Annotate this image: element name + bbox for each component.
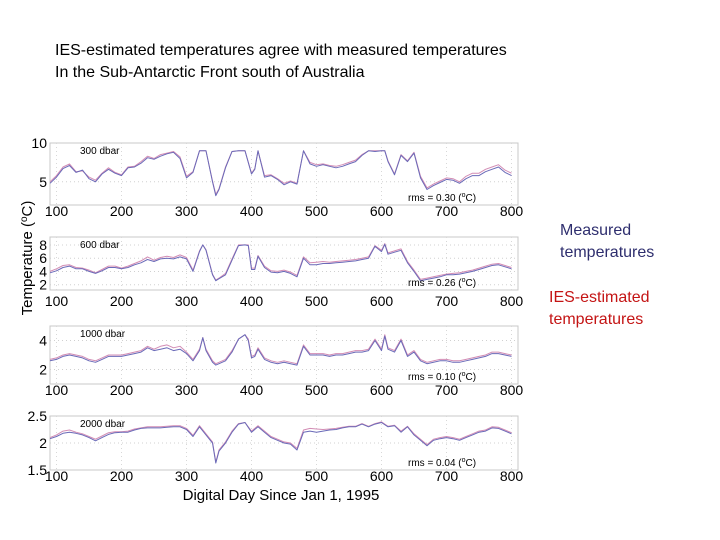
slide-title: IES-estimated temperatures agree with me… [55,40,507,84]
legend-measured-line1: Measured [560,222,632,239]
x-tick-label: 300 [175,382,199,398]
rms-annotation: rms = 0.30 (oC) [408,192,476,204]
plot-frame [49,142,519,206]
panel-depth-label: 2000 dbar [80,419,126,430]
y-tick-label: 2 [39,362,47,378]
panel-depth-label: 300 dbar [80,146,120,157]
y-tick-label: 4 [39,333,47,349]
x-tick-label: 400 [240,203,264,219]
x-tick-label: 100 [45,382,69,398]
panel-2000-dbar: 100 200 300 400 500 600 700 800 1.5 2 2.5 2000 dbar… [28,408,524,484]
y-tick-label: 2 [39,277,47,293]
measured-line [49,422,512,464]
y-tick-label: 8 [39,237,47,253]
x-tick-label: 100 [45,468,69,484]
panel-depth-label: 600 dbar [80,240,120,251]
x-tick-label: 500 [305,203,329,219]
x-tick-label: 400 [240,468,264,484]
x-tick-label: 600 [370,382,394,398]
panel-depth-label: 1000 dbar [80,329,126,340]
x-tick-label: 100 [45,293,69,309]
x-tick-label: 700 [435,468,459,484]
title-line-1: IES-estimated temperatures agree with me… [55,42,507,59]
x-tick-label: 700 [435,293,459,309]
y-tick-label: 6 [39,250,47,266]
x-tick-label: 700 [435,382,459,398]
legend-measured-line2: temperatures [560,244,655,261]
y-tick-label: 2.5 [28,408,48,424]
x-tick-label: 600 [370,293,394,309]
panel-300-dbar: 100 200 300 400 500 600 700 800 5 10 300 dbar rms =… [31,135,523,219]
x-tick-label: 100 [45,203,69,219]
x-tick-label: 300 [175,293,199,309]
panel-1000-dbar: 100 200 300 400 500 600 700 800 2 4 1000 dbar rms =… [39,325,524,398]
y-axis-label: Temperature (oC) [19,201,36,316]
legend-measured: Measured temperatures [560,220,654,264]
y-tick-label: 5 [39,174,47,190]
x-tick-label: 600 [370,468,394,484]
legend-ies-estimated: IES-estimated temperatures [549,287,649,331]
y-tick-label: 10 [31,135,47,151]
rms-annotation: rms = 0.04 (oC) [408,457,476,469]
title-line-2: In the Sub-Antarctic Front south of Aust… [55,64,365,81]
x-tick-label: 200 [110,382,134,398]
x-tick-label: 300 [175,203,199,219]
y-tick-label: 4 [39,263,47,279]
x-tick-label: 800 [500,382,524,398]
ies-estimated-line [49,334,512,365]
x-tick-label: 500 [305,468,329,484]
x-tick-label: 800 [500,203,524,219]
x-axis-label: Digital Day Since Jan 1, 1995 [183,487,380,504]
x-tick-label: 300 [175,468,199,484]
x-tick-label: 200 [110,203,134,219]
legend-ies-line1: IES-estimated [549,289,650,306]
y-tick-label: 1.5 [28,462,48,478]
x-tick-label: 200 [110,468,134,484]
ies-estimated-line [49,421,512,463]
measured-line [49,243,512,282]
rms-annotation: rms = 0.26 (oC) [408,277,476,289]
rms-annotation: rms = 0.10 (oC) [408,371,476,383]
y-tick-label: 2 [39,435,47,451]
x-tick-label: 800 [500,293,524,309]
measured-line [49,150,512,197]
ies-estimated-line [49,243,512,281]
x-tick-label: 700 [435,203,459,219]
x-tick-label: 200 [110,293,134,309]
x-tick-label: 400 [240,382,264,398]
x-tick-label: 500 [305,382,329,398]
plot-frame [49,236,519,291]
x-tick-label: 500 [305,293,329,309]
measured-line [49,334,512,366]
x-tick-label: 800 [500,468,524,484]
x-tick-label: 600 [370,203,394,219]
legend-ies-line2: temperatures [549,311,644,328]
ies-estimated-line [49,150,512,195]
x-tick-label: 400 [240,293,264,309]
